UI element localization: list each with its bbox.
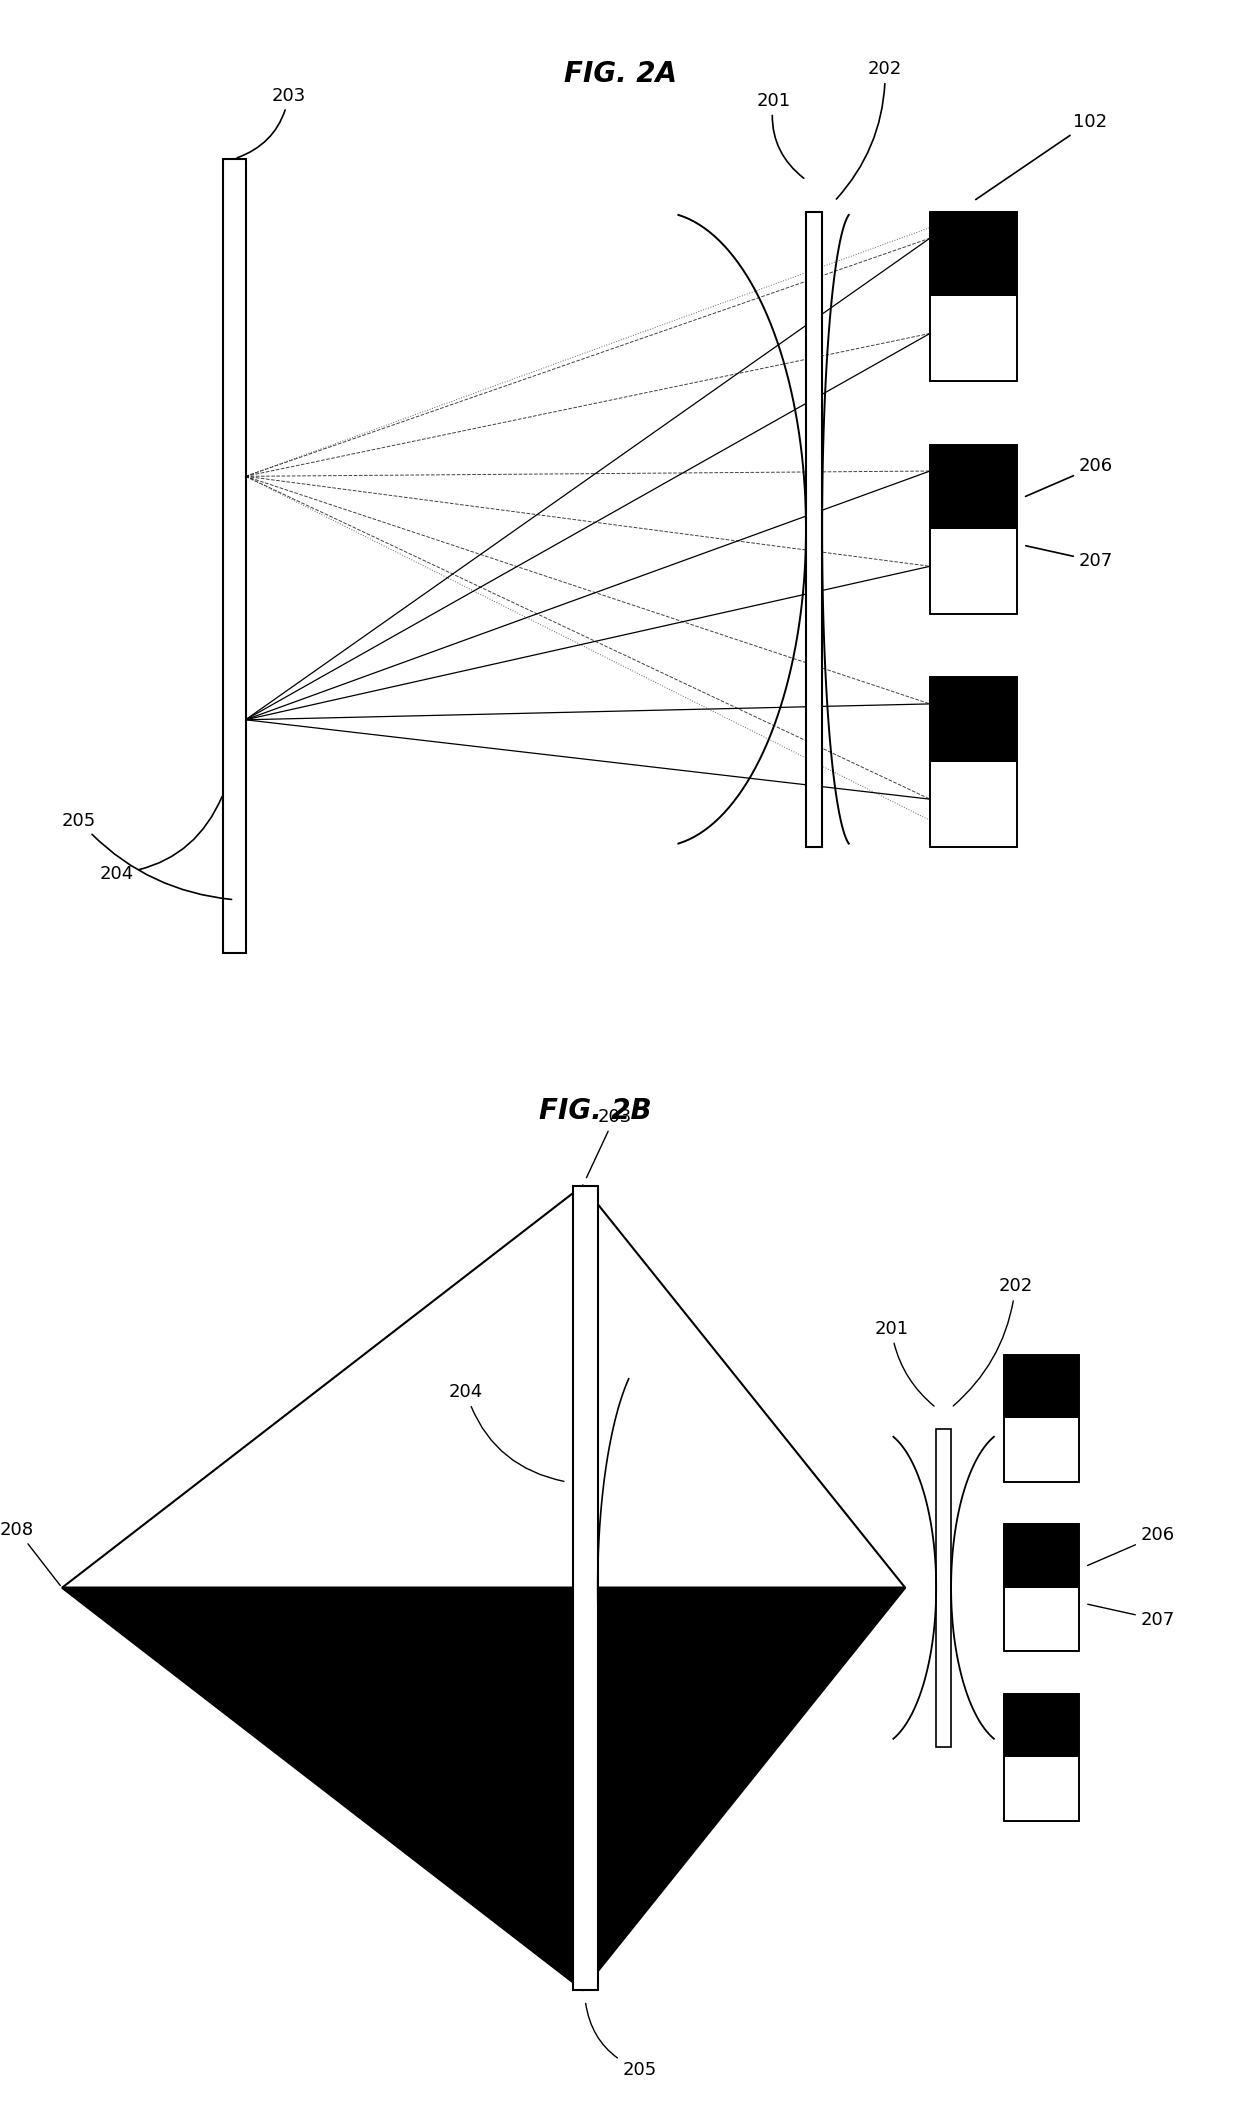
Text: 202: 202: [837, 59, 903, 199]
Text: 203: 203: [587, 1107, 632, 1177]
Bar: [1004, 1355, 1079, 1482]
Text: 204: 204: [99, 796, 222, 883]
Text: 208: 208: [0, 1520, 61, 1586]
Bar: [930, 445, 1017, 614]
Bar: [930, 212, 1017, 381]
Text: 201: 201: [874, 1319, 934, 1406]
Bar: [930, 677, 1017, 847]
Bar: [1004, 1524, 1079, 1651]
Bar: [930, 677, 1017, 847]
Bar: [930, 445, 1017, 529]
Bar: [930, 445, 1017, 614]
Text: 206: 206: [1087, 1526, 1176, 1564]
Text: 206: 206: [1025, 457, 1114, 495]
Bar: [930, 212, 1017, 381]
Polygon shape: [62, 1186, 905, 1588]
Bar: [930, 212, 1017, 296]
Text: 204: 204: [449, 1382, 564, 1482]
Bar: [223, 159, 246, 953]
Bar: [1004, 1524, 1079, 1588]
Bar: [1004, 1355, 1079, 1418]
Text: 207: 207: [1087, 1605, 1176, 1628]
Polygon shape: [62, 1588, 905, 1990]
Bar: [930, 677, 1017, 762]
Text: 202: 202: [954, 1277, 1033, 1406]
Text: FIG. 2A: FIG. 2A: [563, 59, 677, 89]
Bar: [1004, 1355, 1079, 1482]
Text: 207: 207: [1025, 546, 1114, 569]
Text: 203: 203: [237, 87, 306, 159]
Bar: [573, 1186, 598, 1990]
Bar: [1004, 1694, 1079, 1821]
Text: 205: 205: [62, 811, 232, 900]
Bar: [936, 1429, 951, 1747]
Bar: [806, 212, 822, 847]
Bar: [1004, 1694, 1079, 1757]
Text: 102: 102: [976, 112, 1107, 199]
Text: 201: 201: [756, 91, 804, 178]
Bar: [1004, 1524, 1079, 1651]
Bar: [1004, 1694, 1079, 1821]
Text: FIG. 2B: FIG. 2B: [539, 1097, 651, 1126]
Text: 205: 205: [585, 2003, 657, 2079]
